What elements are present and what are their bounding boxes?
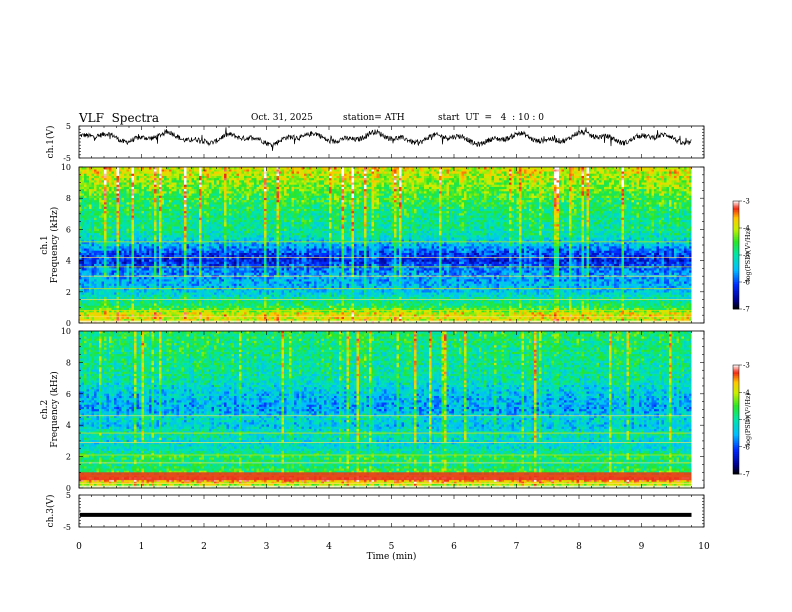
x-tick-label: 8 [576, 542, 582, 552]
spectrogram-ytick-label: 8 [66, 194, 71, 203]
plots-svg: 5-5ch.1(V)0246810ch.1 Frequency (kHz)-3-4… [0, 0, 792, 612]
spectrogram-ytick-label: 4 [66, 257, 71, 266]
spectrogram-ytick-label: 10 [61, 327, 71, 336]
spectrogram-ylabel-frequency: Frequency (kHz) [49, 207, 60, 284]
spectrogram-ytick-label: 6 [66, 225, 71, 234]
spectrogram-ytick-label: 4 [66, 421, 71, 430]
x-tick-label: 0 [76, 542, 82, 552]
ch3-ylabel: ch.3(V) [45, 495, 56, 528]
x-tick-label: 2 [201, 542, 207, 552]
ch1-ytick-label: 5 [66, 122, 71, 131]
spectrogram-ytick-label: 8 [66, 358, 71, 367]
x-tick-label: 5 [389, 542, 395, 552]
ch1-waveform-line [80, 127, 692, 151]
x-tick-label: 4 [326, 542, 332, 552]
spectrogram-ytick-label: 2 [66, 288, 71, 297]
colorbar-ch1 [733, 201, 739, 309]
spectrogram-ytick-label: 2 [66, 453, 71, 462]
colorbar-tick-label: -7 [743, 471, 750, 479]
colorbar-label: log(PSD)(V²/Hz) [744, 228, 752, 281]
x-tick-label: 6 [451, 542, 457, 552]
colorbar-tick-label: -3 [743, 362, 750, 370]
ch1-ylabel: ch.1(V) [45, 126, 56, 159]
strong-band [79, 472, 692, 480]
colorbar-tick-label: -7 [743, 306, 750, 314]
spectrogram-ylabel-channel: ch.2 [40, 400, 50, 419]
colorbar-tick-label: -3 [743, 198, 750, 206]
ch1-voltage-frame [79, 126, 704, 158]
spectrogram-ylabel-channel: ch.1 [40, 235, 50, 254]
vlf-spectra-figure: VLF Spectra Oct. 31, 2025 station= ATH s… [0, 0, 792, 612]
ch3-ytick-label: -5 [63, 523, 71, 532]
ch1-ytick-label: -5 [63, 154, 71, 163]
spectrogram-ytick-label: 6 [66, 390, 71, 399]
ch2-spectrogram-cells [79, 331, 692, 488]
x-tick-label: 3 [264, 542, 270, 552]
x-tick-label: 1 [139, 542, 145, 552]
ch3-voltage-frame [79, 495, 704, 527]
x-axis-label: Time (min) [367, 551, 417, 562]
spectrogram-ytick-label: 10 [61, 163, 71, 172]
colorbar-label: log(PSD)(V²/Hz) [744, 393, 752, 446]
x-tick-label: 9 [639, 542, 645, 552]
x-tick-label: 10 [698, 542, 710, 552]
spectrogram-ylabel-frequency: Frequency (kHz) [49, 371, 60, 448]
x-tick-label: 7 [514, 542, 520, 552]
ch3-ytick-label: 5 [66, 491, 71, 500]
colorbar-ch2 [733, 365, 739, 474]
